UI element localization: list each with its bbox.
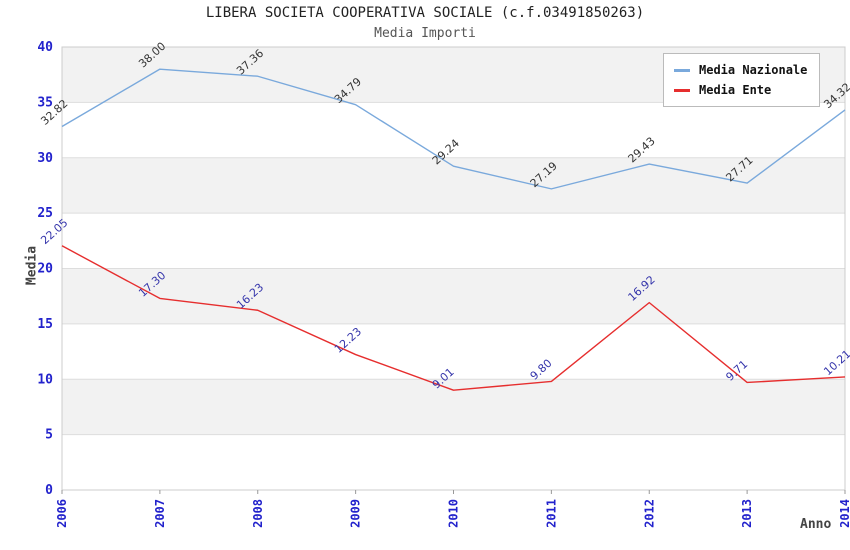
x-tick-label: 2013 [740, 499, 754, 528]
x-tick-label: 2012 [642, 499, 656, 528]
grid-band [62, 379, 845, 435]
y-tick-label: 20 [37, 262, 53, 277]
y-tick-label: 15 [37, 317, 53, 332]
legend-label: Media Ente [699, 83, 772, 97]
legend: Media Nazionale Media Ente [663, 53, 821, 107]
x-tick-label: 2006 [55, 499, 69, 528]
legend-item-media-ente: Media Ente [674, 80, 807, 100]
x-tick-label: 2008 [251, 499, 265, 528]
x-axis-title: Anno [800, 517, 832, 532]
grid-band [62, 157, 845, 214]
legend-swatch-line-icon [674, 68, 690, 72]
chart-subtitle: Media Importi [374, 26, 476, 41]
legend-swatch-line-icon [674, 88, 690, 92]
y-tick-label: 30 [37, 151, 53, 166]
grid-band [62, 268, 845, 324]
series-line-media-ente [61, 245, 846, 391]
x-tick-label: 2007 [153, 499, 167, 528]
y-axis-title: Media [24, 245, 40, 286]
y-tick-label: 25 [37, 206, 53, 221]
legend-label: Media Nazionale [699, 63, 808, 77]
legend-item-media-nazionale: Media Nazionale [674, 60, 807, 80]
y-tick-label: 35 [37, 95, 53, 110]
x-tick-label: 2010 [447, 499, 461, 528]
x-tick-label: 2011 [544, 499, 558, 528]
series-line-media-nazionale [61, 68, 846, 190]
x-tick-label: 2009 [349, 499, 363, 528]
y-tick-label: 10 [37, 372, 53, 387]
chart-title: LIBERA SOCIETA COOPERATIVA SOCIALE (c.f.… [205, 5, 645, 21]
y-tick-label: 0 [45, 483, 53, 498]
y-tick-label: 5 [45, 428, 53, 443]
x-tick-label: 2014 [838, 499, 850, 528]
y-tick-label: 40 [37, 40, 53, 55]
